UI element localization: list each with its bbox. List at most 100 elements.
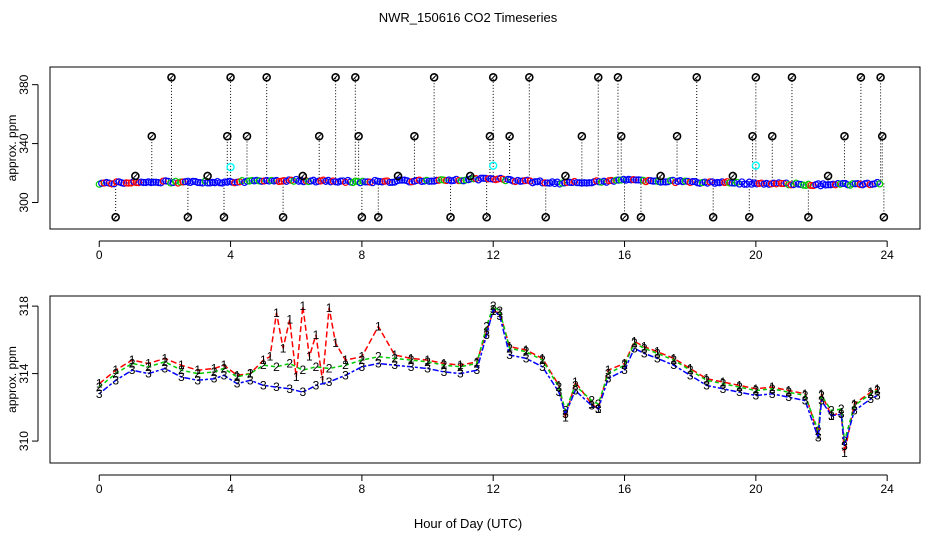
cal-point-slash (674, 134, 680, 139)
series-2-marker: 2 (720, 377, 727, 391)
cal-point-slash (619, 134, 624, 139)
series-2-marker: 2 (641, 341, 648, 355)
cal-point-slash (431, 75, 437, 80)
series-2-marker: 2 (670, 353, 677, 367)
series-3-marker: 3 (753, 389, 760, 403)
series-3-marker: 3 (785, 390, 792, 404)
cal-point (331, 73, 340, 82)
sample-point (585, 179, 593, 187)
series-3-marker: 3 (273, 380, 280, 394)
cal-point-slash (264, 75, 269, 80)
series-2-marker: 2 (424, 355, 431, 369)
cal-point (561, 171, 570, 181)
cal-point (410, 131, 419, 141)
series-1-marker: 1 (319, 373, 326, 387)
cal-point (429, 73, 439, 82)
series-1-marker: 1 (221, 358, 228, 372)
series-2-marker: 2 (194, 367, 201, 381)
cal-point-slash (806, 215, 811, 220)
sample-point (519, 177, 527, 185)
cal-point (877, 131, 887, 141)
series-1-marker: 1 (280, 341, 287, 355)
series-1-marker: 1 (654, 345, 661, 359)
series-2-line (98, 304, 878, 442)
cal-point (262, 73, 271, 82)
cal-point (708, 212, 718, 222)
sample-point (713, 178, 721, 187)
cal-point (131, 171, 140, 181)
series-1-marker: 1 (112, 363, 119, 377)
series-1-marker: 1 (375, 319, 382, 333)
series-1-marker: 1 (211, 362, 218, 376)
series-2-marker: 2 (247, 367, 254, 381)
cal-point-slash (753, 75, 759, 80)
series-2-marker: 2 (375, 350, 382, 364)
cal-point (465, 171, 475, 181)
sample-point (725, 179, 734, 187)
series-2-marker: 2 (234, 370, 241, 384)
sample-point (681, 177, 689, 185)
series-1-marker: 1 (247, 367, 254, 381)
series-2-marker: 2 (631, 336, 638, 350)
series-1-marker: 1 (441, 356, 448, 370)
sample-point (405, 178, 414, 186)
series-3-marker: 3 (841, 439, 848, 453)
sample-point (794, 180, 803, 188)
chart-title: NWR_150616 CO2 Timeseries (379, 10, 558, 25)
sample-point (221, 178, 229, 186)
cal-point (278, 212, 288, 222)
series-2-marker: 2 (299, 363, 306, 377)
cal-point-slash (491, 75, 496, 80)
cal-point (374, 212, 383, 222)
series-3-marker: 3 (506, 348, 513, 362)
sample-point (541, 179, 549, 187)
sample-point (154, 179, 162, 187)
series-3-line (98, 308, 878, 447)
series-3-marker: 3 (375, 356, 382, 370)
cal-point (488, 73, 498, 82)
series-3-marker: 3 (818, 394, 825, 408)
series-3-marker: 3 (391, 358, 398, 372)
series-1-marker: 1 (753, 382, 760, 396)
series-3-marker: 3 (145, 367, 152, 381)
series-3-marker: 3 (802, 394, 809, 408)
series-1-marker: 1 (267, 350, 274, 364)
cal-point (876, 73, 885, 82)
cal-point-slash (825, 173, 831, 179)
series-2-marker: 2 (162, 355, 169, 369)
cal-point-slash (300, 173, 305, 179)
cal-point-slash (225, 134, 230, 139)
cal-point-slash (878, 75, 883, 80)
series-3-marker: 3 (424, 362, 431, 376)
sample-point (179, 178, 187, 186)
series-2-marker: 2 (342, 358, 349, 372)
series-2-marker: 2 (588, 394, 595, 408)
cal-point (672, 131, 682, 141)
series-1-marker: 1 (342, 353, 349, 367)
cal-point (620, 212, 629, 222)
series-1-marker: 1 (874, 382, 881, 396)
sample-point (558, 179, 566, 187)
sample-point (777, 179, 785, 188)
sample-point (176, 178, 185, 186)
sample-point (159, 177, 167, 185)
cal-point (482, 212, 491, 222)
cal-point (147, 131, 157, 141)
series-1-marker: 1 (332, 336, 339, 350)
sample-point (615, 176, 623, 184)
top-panel: 0 4 8 12 16 20 24 300 340 380 approx. ppm (5, 66, 921, 262)
series-3-marker: 3 (851, 404, 858, 418)
cal-point (751, 73, 761, 82)
cal-point-slash (711, 215, 716, 220)
cal-point (203, 171, 212, 181)
sample-point (332, 178, 340, 186)
series-2-marker: 2 (562, 404, 569, 418)
series-2-marker: 2 (838, 402, 845, 416)
cal-point (541, 212, 551, 222)
sample-point (856, 180, 864, 189)
series-1-marker: 1 (194, 363, 201, 377)
cal-point (111, 212, 120, 222)
series-2-marker: 2 (769, 382, 776, 396)
series-3-marker: 3 (687, 368, 694, 382)
